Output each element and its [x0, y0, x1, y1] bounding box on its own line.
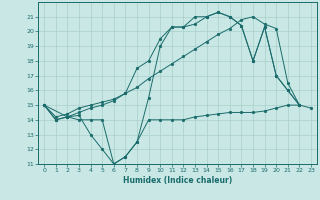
X-axis label: Humidex (Indice chaleur): Humidex (Indice chaleur) — [123, 176, 232, 185]
